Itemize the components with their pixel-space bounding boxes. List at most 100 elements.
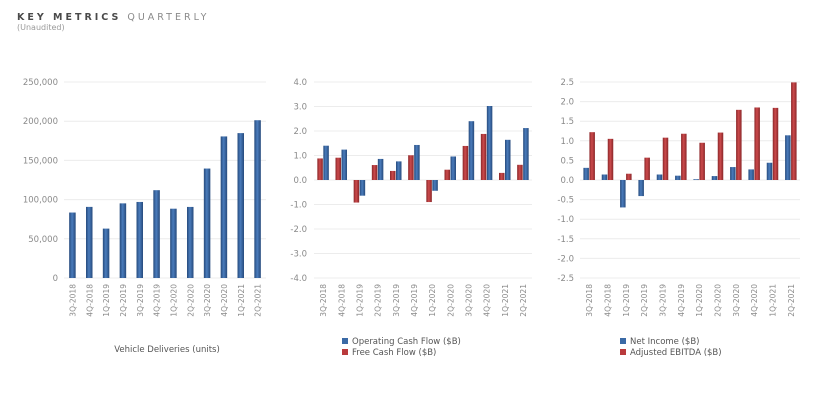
bar-red-4Q-2018 <box>335 157 341 180</box>
x-tick-label: 2Q-2021 <box>254 284 263 317</box>
bar-blue-2Q-2020 <box>450 156 456 180</box>
y-tick-label: 250,000 <box>23 78 58 88</box>
x-axis-label: Vehicle Deliveries (units) <box>114 345 220 355</box>
bar-red-3Q-2019 <box>662 137 669 180</box>
bar-red-4Q-2020 <box>480 133 487 180</box>
bar-blue-3Q-2018 <box>69 212 76 278</box>
x-tick-label: 1Q-2020 <box>695 284 704 317</box>
legend-label: Operating Cash Flow ($B) <box>352 337 461 347</box>
bar-blue-3Q-2019 <box>396 161 402 180</box>
title-light: QUARTERLY <box>127 12 210 23</box>
x-tick-label: 3Q-2020 <box>464 284 473 317</box>
bar-red-2Q-2021 <box>517 164 523 180</box>
x-tick-label: 1Q-2019 <box>102 284 111 317</box>
x-tick-label: 1Q-2019 <box>355 284 364 317</box>
x-tick-label: 3Q-2018 <box>319 284 328 317</box>
y-tick-label: 2.0 <box>560 98 574 108</box>
y-tick-label: -2.0 <box>557 254 574 264</box>
bar-blue-4Q-2018 <box>341 149 347 180</box>
y-tick-label: 0.0 <box>293 176 307 186</box>
x-tick-label: 2Q-2020 <box>446 284 455 317</box>
bar-blue-1Q-2020 <box>432 180 438 191</box>
bar-red-1Q-2021 <box>772 107 779 180</box>
legend-label: Free Cash Flow ($B) <box>352 348 436 358</box>
bar-blue-3Q-2020 <box>730 167 736 180</box>
bar-red-4Q-2018 <box>607 138 614 180</box>
x-tick-label: 2Q-2020 <box>714 284 723 317</box>
y-tick-label: 0 <box>53 274 58 284</box>
x-tick-label: 1Q-2021 <box>769 284 778 317</box>
x-tick-label: 1Q-2021 <box>237 284 246 317</box>
y-tick-label: 1.5 <box>560 117 574 127</box>
bar-blue-3Q-2018 <box>323 145 329 180</box>
y-tick-label: 1.0 <box>560 137 574 147</box>
y-tick-label: 2.0 <box>293 127 307 137</box>
bar-blue-3Q-2020 <box>203 168 211 278</box>
x-tick-label: 1Q-2020 <box>169 284 178 317</box>
x-tick-label: 2Q-2021 <box>787 284 796 317</box>
bar-blue-4Q-2020 <box>220 136 228 278</box>
bar-blue-4Q-2020 <box>748 169 754 180</box>
bar-red-3Q-2019 <box>390 170 396 180</box>
bar-blue-1Q-2019 <box>620 180 626 208</box>
bar-red-2Q-2021 <box>791 82 797 180</box>
bar-blue-3Q-2019 <box>656 174 663 180</box>
chart-3: -2.5 -2.0 -1.5 -1.0 -0.5 0.0 0.5 1.0 1.5 2.0 2.5 3Q… <box>557 78 800 358</box>
bar-blue-1Q-2020 <box>170 208 177 278</box>
bar-red-1Q-2021 <box>499 172 505 180</box>
x-tick-label: 4Q-2019 <box>677 284 686 317</box>
legend-swatch-blue <box>342 338 348 344</box>
title-bold: KEY METRICS <box>17 12 122 23</box>
bar-blue-2Q-2021 <box>254 120 261 278</box>
x-tick-label: 3Q-2018 <box>585 284 594 317</box>
bar-blue-1Q-2019 <box>359 180 366 196</box>
bar-red-2Q-2020 <box>717 132 724 180</box>
bar-blue-2Q-2021 <box>785 135 791 180</box>
bar-blue-4Q-2018 <box>601 174 608 180</box>
x-tick-label: 4Q-2018 <box>85 284 94 317</box>
x-tick-label: 1Q-2021 <box>501 284 510 317</box>
bar-blue-1Q-2021 <box>505 139 511 180</box>
bar-blue-2Q-2020 <box>187 206 194 278</box>
x-tick-label: 3Q-2018 <box>68 284 77 317</box>
x-tick-label: 4Q-2020 <box>750 284 759 317</box>
y-tick-label: -2.5 <box>557 274 574 284</box>
y-tick-label: -2.0 <box>290 225 307 235</box>
x-tick-label: 1Q-2020 <box>428 284 437 317</box>
x-tick-label: 3Q-2020 <box>203 284 212 317</box>
legend-swatch-blue <box>620 338 626 344</box>
legend-swatch-red <box>620 349 626 355</box>
y-tick-label: 150,000 <box>23 156 58 166</box>
y-tick-label: -4.0 <box>290 274 307 284</box>
y-tick-label: 3.0 <box>293 103 307 113</box>
bar-red-4Q-2019 <box>408 155 414 180</box>
bar-red-2Q-2019 <box>644 157 650 180</box>
page-subtitle: (Unaudited) <box>17 23 65 32</box>
bar-blue-2Q-2019 <box>119 203 127 278</box>
x-tick-label: 3Q-2019 <box>659 284 668 317</box>
bar-blue-4Q-2019 <box>153 190 160 278</box>
bar-blue-1Q-2020 <box>693 179 699 181</box>
bar-blue-2Q-2019 <box>377 158 384 180</box>
bar-blue-2Q-2021 <box>523 128 529 180</box>
y-tick-label: 0.0 <box>560 176 574 186</box>
bar-blue-3Q-2020 <box>468 121 475 180</box>
bar-blue-1Q-2021 <box>766 162 773 180</box>
bar-blue-4Q-2018 <box>86 206 93 278</box>
y-tick-label: 1.0 <box>293 152 307 162</box>
bar-blue-4Q-2019 <box>675 175 681 180</box>
x-tick-label: 2Q-2021 <box>519 284 528 317</box>
bar-blue-3Q-2018 <box>583 167 589 180</box>
bar-blue-4Q-2020 <box>486 106 493 180</box>
bar-red-4Q-2020 <box>754 107 760 180</box>
x-tick-label: 4Q-2018 <box>604 284 613 317</box>
y-tick-label: 0.5 <box>560 156 574 166</box>
bar-blue-1Q-2019 <box>102 228 110 278</box>
legend-swatch-red <box>342 349 348 355</box>
x-tick-label: 2Q-2019 <box>119 284 128 317</box>
bar-red-2Q-2020 <box>444 169 450 180</box>
y-tick-label: 100,000 <box>23 196 58 206</box>
y-tick-label: -3.0 <box>290 250 307 260</box>
page-title: KEY METRICS QUARTERLY <box>17 12 209 23</box>
x-tick-label: 4Q-2018 <box>337 284 346 317</box>
